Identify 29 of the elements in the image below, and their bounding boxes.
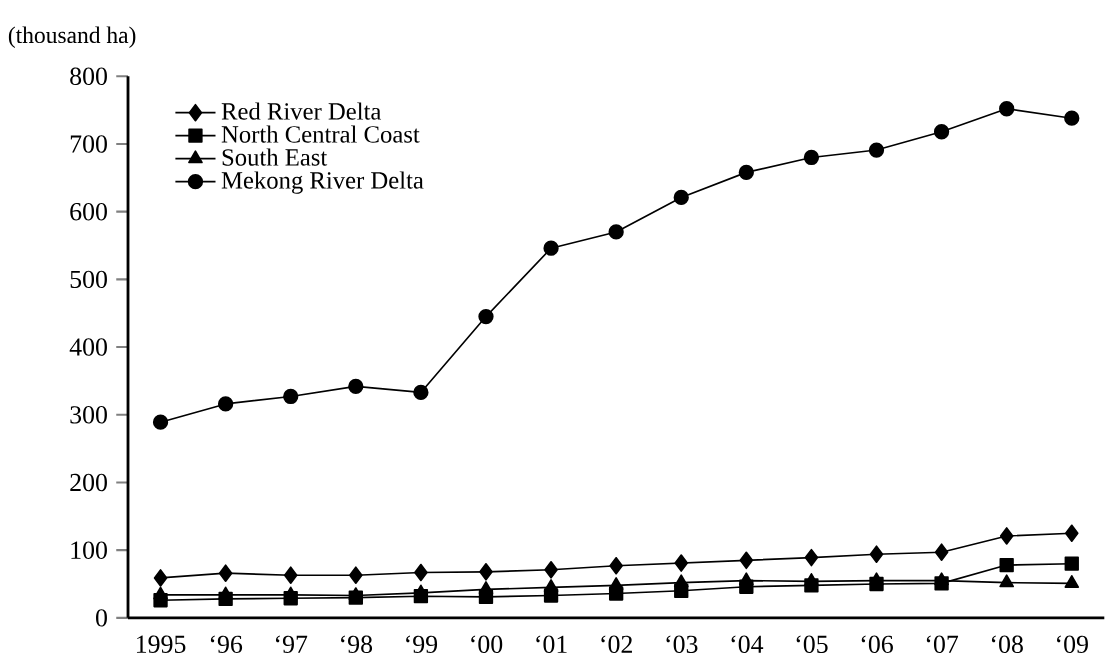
y-tick-label: 500 [70, 270, 107, 289]
x-tick-label: ‘05 [796, 635, 828, 654]
x-tick-label: ‘04 [731, 635, 764, 654]
legend-label: South East [222, 148, 328, 166]
y-tick-label: 300 [70, 406, 107, 424]
x-tick-label: ‘02 [601, 635, 632, 654]
legend-label: North Central Coast [221, 125, 420, 143]
x-tick-label: ‘00 [471, 635, 503, 654]
x-tick-label: ‘97 [275, 635, 308, 654]
legend-label: Mekong River Delta [221, 171, 424, 194]
y-axis-title: (thousand ha) [8, 26, 136, 48]
x-tick-label: ‘06 [861, 635, 893, 654]
y-tick-label: 0 [96, 609, 107, 627]
x-tick-label: ‘08 [991, 635, 1023, 654]
y-tick-label: 700 [70, 135, 107, 153]
x-tick-label: ‘99 [406, 635, 438, 654]
legend-label: Red River Delta [221, 102, 382, 120]
y-tick-label: 800 [70, 67, 107, 86]
x-tick-label: ‘09 [1057, 635, 1088, 654]
y-tick-label: 100 [71, 541, 107, 559]
x-tick-label: ‘98 [341, 635, 373, 654]
x-tick-label: ‘01 [536, 635, 567, 654]
x-tick-label: ‘03 [666, 635, 698, 654]
x-tick-label: 1995 [136, 635, 186, 654]
y-tick-label: 400 [69, 338, 107, 356]
y-tick-label: 600 [70, 203, 107, 221]
x-tick-label: ‘07 [926, 635, 959, 654]
y-tick-label: 200 [70, 473, 107, 492]
x-tick-label: ‘96 [210, 635, 243, 654]
